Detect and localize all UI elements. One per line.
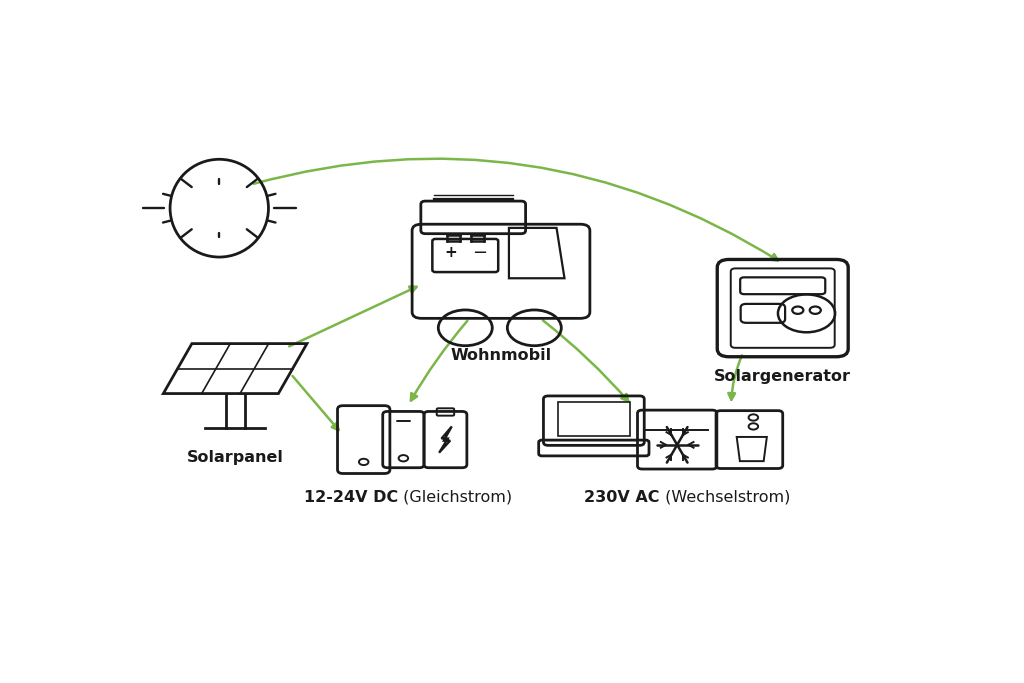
Text: 230V AC: 230V AC bbox=[585, 490, 659, 505]
Text: 12-24V DC: 12-24V DC bbox=[303, 490, 397, 505]
Text: Wohnmobil: Wohnmobil bbox=[451, 348, 552, 363]
Text: (Gleichstrom): (Gleichstrom) bbox=[397, 490, 512, 505]
Text: Solarpanel: Solarpanel bbox=[186, 450, 284, 465]
Text: Solargenerator: Solargenerator bbox=[714, 369, 851, 384]
Text: +: + bbox=[444, 245, 458, 260]
Text: −: − bbox=[472, 244, 487, 262]
Text: (Wechselstrom): (Wechselstrom) bbox=[659, 490, 791, 505]
